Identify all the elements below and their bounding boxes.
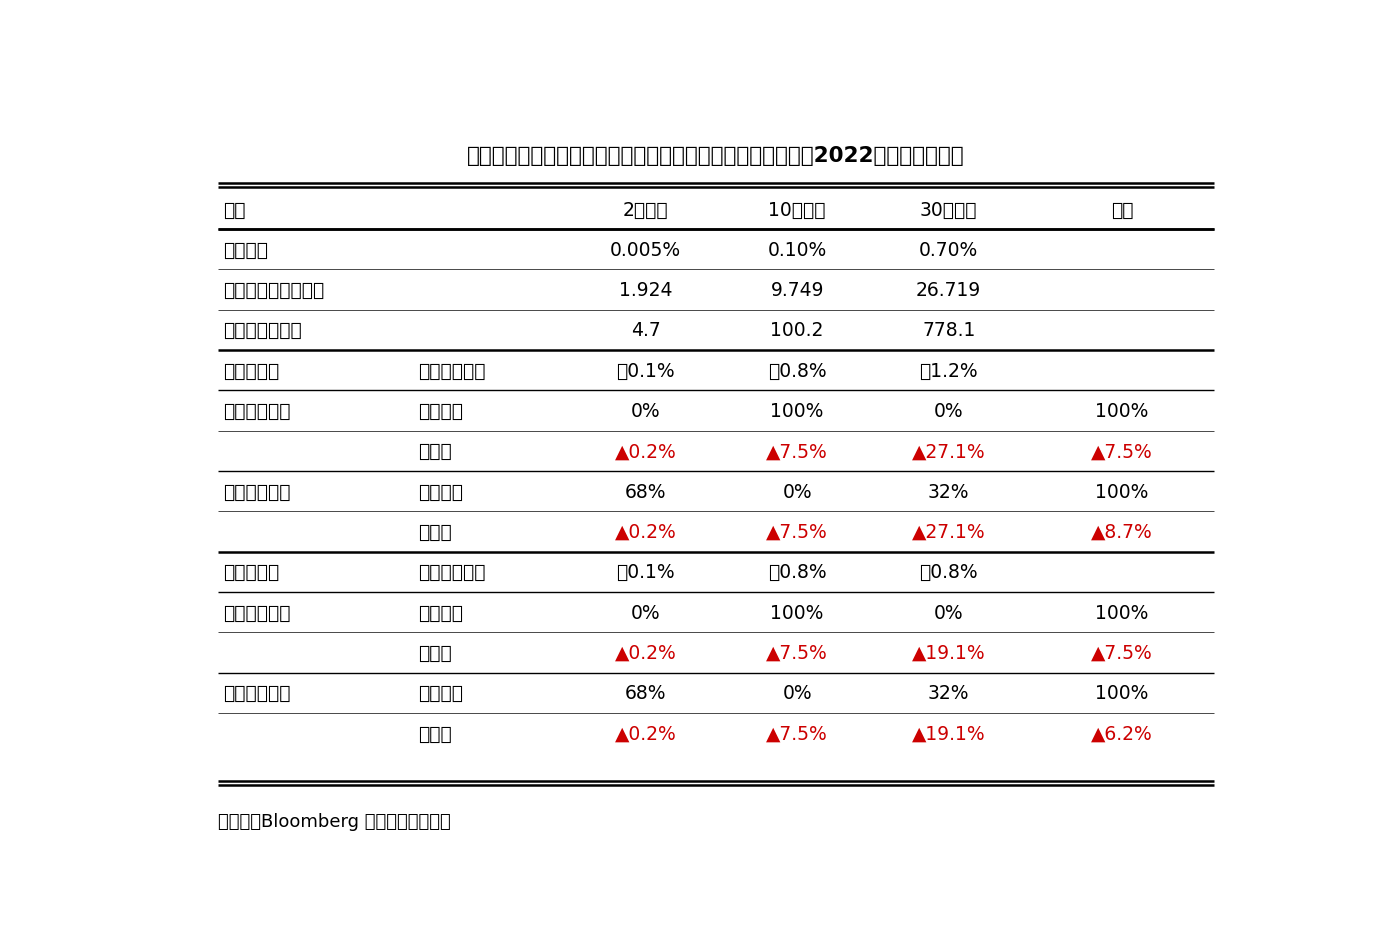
Text: 収益率: 収益率: [418, 442, 453, 461]
Text: 32%: 32%: [928, 683, 970, 702]
Text: 全体: 全体: [1111, 200, 1133, 219]
Text: 2年国債: 2年国債: [623, 200, 668, 219]
Text: 収益率: 収益率: [418, 643, 453, 663]
Text: ▲7.5%: ▲7.5%: [1091, 643, 1153, 663]
Text: バーベル戦略: バーベル戦略: [224, 482, 291, 501]
Text: ▲7.5%: ▲7.5%: [767, 442, 828, 461]
Text: 図表：バーベル戦略とブレット戦略に関するシナリオ分析（2022年２月末時点）: 図表：バーベル戦略とブレット戦略に関するシナリオ分析（2022年２月末時点）: [467, 146, 965, 166]
Text: 0%: 0%: [782, 482, 812, 501]
Text: 収益率: 収益率: [418, 522, 453, 542]
Text: 0.70%: 0.70%: [919, 241, 978, 260]
Text: 100%: 100%: [1095, 482, 1148, 501]
Text: ＋0.1%: ＋0.1%: [616, 563, 675, 582]
Text: 4.7: 4.7: [630, 321, 661, 340]
Text: ▲0.2%: ▲0.2%: [615, 643, 676, 663]
Text: ▲7.5%: ▲7.5%: [767, 522, 828, 542]
Text: 0%: 0%: [631, 603, 661, 622]
Text: 68%: 68%: [624, 683, 666, 702]
Text: 0.10%: 0.10%: [767, 241, 827, 260]
Text: ▲7.5%: ▲7.5%: [767, 724, 828, 743]
Text: ＋0.8%: ＋0.8%: [768, 563, 827, 582]
Text: ウェイト: ウェイト: [418, 603, 464, 622]
Text: 銘柄: 銘柄: [224, 200, 246, 219]
Text: ブレット戦略: ブレット戦略: [224, 401, 291, 421]
Text: シナリオ２: シナリオ２: [224, 563, 279, 582]
Text: ▲7.5%: ▲7.5%: [1091, 442, 1153, 461]
Text: ▲19.1%: ▲19.1%: [912, 643, 985, 663]
Text: 100%: 100%: [771, 401, 824, 421]
Text: バーベル戦略: バーベル戦略: [224, 683, 291, 702]
Text: 収益率: 収益率: [418, 724, 453, 743]
Text: （資料：Bloomberg データから作成）: （資料：Bloomberg データから作成）: [218, 813, 451, 831]
Text: ▲0.2%: ▲0.2%: [615, 724, 676, 743]
Text: 9.749: 9.749: [770, 280, 824, 300]
Text: 100.2: 100.2: [771, 321, 824, 340]
Text: シナリオ１: シナリオ１: [224, 362, 279, 380]
Text: 100%: 100%: [771, 603, 824, 622]
Text: 利回り上昇幅: 利回り上昇幅: [418, 563, 486, 582]
Text: ▲27.1%: ▲27.1%: [912, 442, 985, 461]
Text: ▲27.1%: ▲27.1%: [912, 522, 985, 542]
Text: 100%: 100%: [1095, 401, 1148, 421]
Text: ▲19.1%: ▲19.1%: [912, 724, 985, 743]
Text: 30年国債: 30年国債: [921, 200, 978, 219]
Text: クーポン: クーポン: [224, 241, 268, 260]
Text: ＋1.2%: ＋1.2%: [919, 362, 978, 380]
Text: 0%: 0%: [782, 683, 812, 702]
Text: 100%: 100%: [1095, 603, 1148, 622]
Text: ウェイト: ウェイト: [418, 482, 464, 501]
Text: ＋0.8%: ＋0.8%: [919, 563, 978, 582]
Text: 修正デュレーション: 修正デュレーション: [224, 280, 324, 300]
Text: ＋0.1%: ＋0.1%: [616, 362, 675, 380]
Text: 利回り上昇幅: 利回り上昇幅: [418, 362, 486, 380]
Text: 32%: 32%: [928, 482, 970, 501]
Text: 68%: 68%: [624, 482, 666, 501]
Text: ▲6.2%: ▲6.2%: [1091, 724, 1153, 743]
Text: 26.719: 26.719: [916, 280, 981, 300]
Text: ＋0.8%: ＋0.8%: [768, 362, 827, 380]
Text: ▲8.7%: ▲8.7%: [1091, 522, 1153, 542]
Text: 0%: 0%: [935, 603, 964, 622]
Text: ▲0.2%: ▲0.2%: [615, 522, 676, 542]
Text: コンベキシティ: コンベキシティ: [224, 321, 302, 340]
Text: 778.1: 778.1: [922, 321, 975, 340]
Text: 0%: 0%: [631, 401, 661, 421]
Text: ブレット戦略: ブレット戦略: [224, 603, 291, 622]
Text: 10年国債: 10年国債: [768, 200, 826, 219]
Text: ▲7.5%: ▲7.5%: [767, 643, 828, 663]
Text: ウェイト: ウェイト: [418, 401, 464, 421]
Text: 1.924: 1.924: [619, 280, 672, 300]
Text: 100%: 100%: [1095, 683, 1148, 702]
Text: 0%: 0%: [935, 401, 964, 421]
Text: ▲0.2%: ▲0.2%: [615, 442, 676, 461]
Text: ウェイト: ウェイト: [418, 683, 464, 702]
Text: 0.005%: 0.005%: [610, 241, 682, 260]
